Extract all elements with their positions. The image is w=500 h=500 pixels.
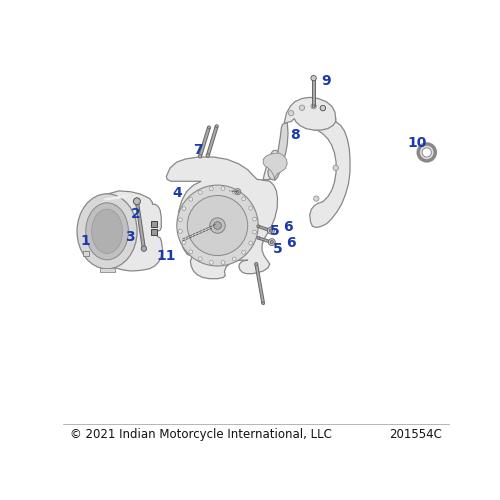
Circle shape <box>178 218 182 222</box>
Circle shape <box>288 110 294 116</box>
Text: 6: 6 <box>286 236 296 250</box>
Text: 8: 8 <box>290 128 300 142</box>
Circle shape <box>210 187 214 190</box>
Circle shape <box>268 227 274 234</box>
Circle shape <box>216 125 218 128</box>
Circle shape <box>182 240 186 244</box>
Circle shape <box>254 262 258 266</box>
Circle shape <box>182 207 186 210</box>
Text: 4: 4 <box>172 186 182 200</box>
Text: 5: 5 <box>270 224 280 238</box>
Ellipse shape <box>92 209 122 254</box>
Circle shape <box>320 106 326 111</box>
Text: 6: 6 <box>284 220 293 234</box>
Circle shape <box>232 257 236 261</box>
Circle shape <box>262 302 264 304</box>
Polygon shape <box>310 118 350 228</box>
Circle shape <box>198 190 202 194</box>
Text: 9: 9 <box>321 74 331 88</box>
Text: 1: 1 <box>81 234 90 248</box>
Circle shape <box>221 260 225 264</box>
Circle shape <box>249 241 252 245</box>
Circle shape <box>141 246 146 252</box>
Bar <box>151 229 157 235</box>
Circle shape <box>221 186 225 190</box>
Circle shape <box>418 144 436 161</box>
Circle shape <box>311 76 316 81</box>
Bar <box>151 222 157 228</box>
Circle shape <box>249 206 252 210</box>
Text: 5: 5 <box>272 242 282 256</box>
Polygon shape <box>78 191 162 271</box>
Circle shape <box>188 196 248 256</box>
Circle shape <box>214 222 222 230</box>
Circle shape <box>210 260 214 264</box>
Polygon shape <box>258 237 270 243</box>
Text: 201554C: 201554C <box>390 428 442 440</box>
Circle shape <box>312 105 315 108</box>
Polygon shape <box>103 194 130 200</box>
Polygon shape <box>258 225 270 232</box>
Ellipse shape <box>86 203 128 260</box>
Circle shape <box>252 230 256 234</box>
Circle shape <box>232 190 236 194</box>
Circle shape <box>252 217 256 221</box>
Polygon shape <box>100 268 115 272</box>
Text: 7: 7 <box>194 144 203 158</box>
Polygon shape <box>284 98 336 130</box>
Circle shape <box>242 197 246 200</box>
Circle shape <box>189 250 192 254</box>
Circle shape <box>257 236 260 240</box>
Circle shape <box>422 148 432 157</box>
Circle shape <box>242 250 246 254</box>
Circle shape <box>198 154 202 158</box>
Circle shape <box>178 230 182 234</box>
Circle shape <box>134 198 140 205</box>
Circle shape <box>333 165 338 170</box>
Circle shape <box>312 78 315 80</box>
Polygon shape <box>82 252 89 256</box>
Circle shape <box>320 106 326 111</box>
Circle shape <box>270 229 272 232</box>
Polygon shape <box>206 126 218 156</box>
Ellipse shape <box>77 194 137 269</box>
Polygon shape <box>268 122 288 180</box>
Circle shape <box>198 257 202 260</box>
Circle shape <box>177 185 258 266</box>
Circle shape <box>268 238 275 246</box>
Text: © 2021 Indian Motorcycle International, LLC: © 2021 Indian Motorcycle International, … <box>70 428 332 440</box>
Polygon shape <box>312 79 315 106</box>
Circle shape <box>268 240 271 243</box>
Circle shape <box>236 190 239 193</box>
Circle shape <box>189 198 192 201</box>
Circle shape <box>311 104 316 109</box>
Text: 10: 10 <box>408 136 427 150</box>
Polygon shape <box>166 150 280 278</box>
Circle shape <box>208 126 210 129</box>
Circle shape <box>257 225 260 228</box>
Circle shape <box>270 240 274 244</box>
Circle shape <box>314 196 319 202</box>
Text: 2: 2 <box>131 207 141 221</box>
Polygon shape <box>255 264 264 304</box>
Text: 11: 11 <box>156 250 176 264</box>
Circle shape <box>234 188 241 194</box>
Circle shape <box>206 154 210 157</box>
Circle shape <box>268 229 270 232</box>
Polygon shape <box>198 127 210 156</box>
Polygon shape <box>263 153 287 180</box>
Polygon shape <box>136 201 145 249</box>
Text: 3: 3 <box>126 230 135 244</box>
Circle shape <box>300 105 304 110</box>
Circle shape <box>210 218 225 233</box>
